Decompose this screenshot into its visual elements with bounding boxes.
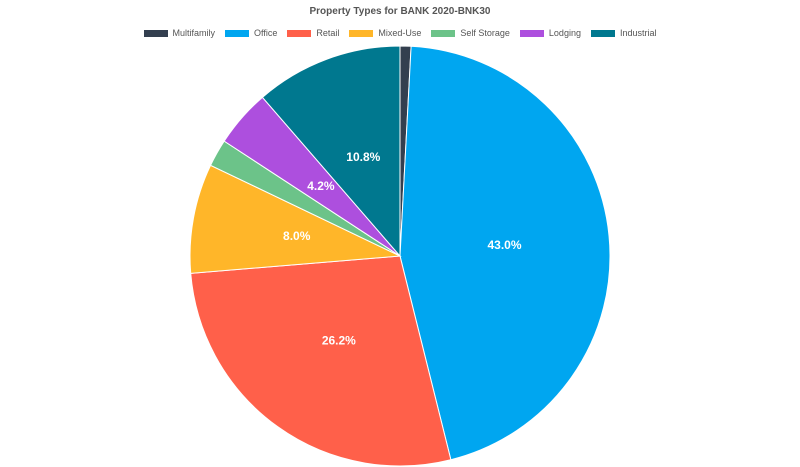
legend-swatch [349, 29, 374, 37]
legend-label: Office [254, 28, 278, 38]
legend-label: Mixed-Use [378, 28, 422, 38]
pie-slice-office[interactable] [399, 45, 611, 461]
chart-legend: Multifamily Office Retail Mixed-Use Self Sto… [0, 28, 800, 38]
slice-value-label: 8.0% [283, 229, 311, 243]
slice-value-label: 43.0% [488, 238, 522, 252]
slice-value-label: 10.8% [346, 150, 380, 164]
legend-item[interactable]: Mixed-Use [349, 28, 421, 38]
legend-item[interactable]: Retail [287, 28, 339, 38]
legend-label: Self Storage [460, 28, 510, 38]
legend-swatch [519, 29, 544, 37]
slice-value-label: 26.2% [322, 334, 356, 348]
pie-slice-mixed-use[interactable] [189, 164, 402, 274]
slice-value-label: 4.2% [307, 179, 335, 193]
pie-slice-retail[interactable] [190, 255, 452, 467]
legend-swatch [590, 29, 615, 37]
legend-label: Retail [316, 28, 340, 38]
legend-item[interactable]: Multifamily [143, 28, 216, 38]
legend-item[interactable]: Lodging [519, 28, 581, 38]
chart-title: Property Types for BANK 2020-BNK30 [309, 6, 491, 17]
legend-swatch [143, 29, 168, 37]
legend-item[interactable]: Office [225, 28, 277, 38]
legend-label: Lodging [548, 28, 581, 38]
legend-swatch [225, 29, 250, 37]
legend-label: Multifamily [172, 28, 216, 38]
pie-slice-industrial[interactable] [261, 45, 401, 258]
legend-label: Industrial [619, 28, 657, 38]
legend-swatch [287, 29, 312, 37]
legend-swatch [431, 29, 456, 37]
legend-item[interactable]: Self Storage [431, 28, 510, 38]
legend-item[interactable]: Industrial [590, 28, 657, 38]
